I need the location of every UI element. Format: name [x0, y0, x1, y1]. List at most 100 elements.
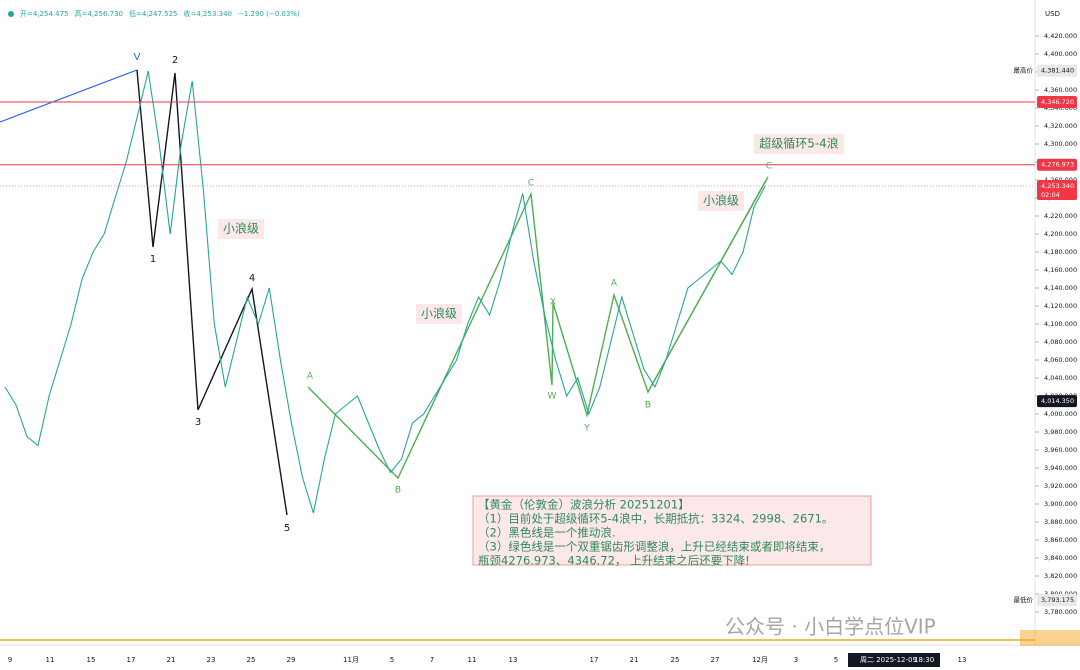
x-tick-label: 21	[167, 656, 176, 664]
y-tick-label: 4,000.000	[1044, 410, 1077, 418]
price-badge	[1037, 95, 1077, 108]
x-tick-label: 11月	[343, 656, 359, 664]
analysis-line: （2）黑色线是一个推动浪.	[478, 526, 615, 540]
cursor-date-bg	[848, 653, 940, 667]
y-tick-label: 4,420.000	[1044, 32, 1077, 40]
wave-label: Y	[583, 424, 590, 434]
y-tick-label: 3,960.000	[1044, 446, 1077, 454]
y-tick-label: 3,840.000	[1044, 554, 1077, 562]
y-tick-label: 4,340.000	[1044, 104, 1077, 112]
wave-label: 4	[249, 273, 255, 284]
y-tick-label: 3,780.000	[1044, 608, 1077, 616]
x-tick-label: 11	[468, 656, 477, 664]
price-badge-label: 4,346.720	[1041, 98, 1074, 106]
trend-line	[0, 69, 138, 123]
price-badge-label: 4,276.973	[1041, 161, 1074, 169]
y-tick-label: 3,820.000	[1044, 572, 1077, 580]
y-tick-label: 4,160.000	[1044, 266, 1077, 274]
x-tick-label: 25	[247, 656, 256, 664]
wave-label: X	[550, 298, 556, 308]
y-tick-label: 4,320.000	[1044, 122, 1077, 130]
y-tick-label: 4,220.000	[1044, 212, 1077, 220]
x-tick-label: 13	[958, 656, 967, 664]
x-tick-label: 7	[430, 656, 434, 664]
price-badge	[1037, 64, 1077, 77]
impulse-wave	[136, 69, 288, 516]
price-badge	[1037, 158, 1077, 171]
wave-label: 3	[195, 417, 201, 428]
y-tick-label: 3,860.000	[1044, 536, 1077, 544]
x-tick-label: 17	[590, 656, 599, 664]
analysis-line: （1）目前处于超级循环5-4浪中，长期抵抗：3324、2998、2671。	[478, 512, 833, 526]
y-tick-label: 3,980.000	[1044, 428, 1077, 436]
y-tick-label: 3,800.000	[1044, 590, 1077, 598]
currency: USD	[1045, 10, 1060, 18]
analysis-box	[472, 495, 872, 566]
price-badge-label: 3,793.175	[1041, 596, 1074, 604]
y-tick-label: 3,880.000	[1044, 518, 1077, 526]
y-tick-label: 4,360.000	[1044, 86, 1077, 94]
x-tick-label: 5	[834, 656, 838, 664]
x-tick-label: 11	[46, 656, 55, 664]
x-tick-label: 29	[287, 656, 296, 664]
wave-label: C	[528, 179, 534, 189]
x-tick-label: 3	[794, 656, 798, 664]
analysis-line: （3）绿色线是一个双重锯齿形调整浪，上升已经结束或者即将结束，	[478, 540, 830, 554]
price-badge-label: 4,014.350	[1041, 397, 1074, 405]
price-badge	[1037, 395, 1077, 408]
y-tick-label: 4,100.000	[1044, 320, 1077, 328]
ohlc-value: 低=4,247.525	[129, 9, 178, 18]
y-tick-label: 3,940.000	[1044, 464, 1077, 472]
correction-wave	[647, 179, 767, 393]
y-tick-label: 4,180.000	[1044, 248, 1077, 256]
x-tick-label: 9	[8, 656, 12, 664]
y-tick-label: 4,140.000	[1044, 284, 1077, 292]
y-tick-label: 4,080.000	[1044, 338, 1077, 346]
wave-label: 2	[172, 55, 178, 66]
x-tick-label: 12月	[752, 656, 768, 664]
cursor-time: 18:30	[914, 656, 934, 664]
wave-label: 1	[150, 254, 156, 265]
corner-badge	[1020, 630, 1080, 646]
y-tick-label: 3,920.000	[1044, 482, 1077, 490]
analysis-line: 【黄金（伦敦金）波浪分析 20251201】	[478, 498, 690, 512]
wave-label: 5	[284, 523, 290, 534]
small-degree-label: 小浪级	[703, 193, 739, 208]
watermark: 公众号 · 小白学点位VIP	[725, 615, 936, 639]
ohlc-value: 高=4,256.730	[75, 9, 124, 18]
y-tick-label: 4,040.000	[1044, 374, 1077, 382]
price-badge-sub: 02:04	[1041, 191, 1060, 199]
wave-label: A	[611, 279, 618, 289]
y-tick-label: 4,060.000	[1044, 356, 1077, 364]
cursor-date: 周二 2025-12-09	[860, 656, 917, 664]
x-tick-label: 17	[127, 656, 136, 664]
super-cycle-label: 超级循环5-4浪	[759, 136, 839, 151]
analysis-line: 瓶颈4276.973、4346.72， 上升结束之后还要下降!	[478, 554, 750, 568]
x-tick-label: 13	[509, 656, 518, 664]
ohlc-value: 收=4,253.340	[184, 9, 233, 18]
x-tick-label: 25	[671, 656, 680, 664]
label-box	[416, 304, 462, 324]
wave-label: B	[395, 486, 401, 496]
small-degree-label: 小浪级	[223, 221, 259, 236]
x-tick-label: 21	[630, 656, 639, 664]
price-badge-tag: 最低价	[1014, 595, 1034, 604]
y-tick-label: 4,300.000	[1044, 140, 1077, 148]
wave-label: W	[548, 392, 557, 402]
x-tick-label: 27	[711, 656, 720, 664]
y-tick-label: 4,120.000	[1044, 302, 1077, 310]
price-badge-label: 4,381.440	[1041, 67, 1074, 75]
label-box	[698, 191, 744, 211]
status-dot	[8, 11, 14, 17]
price-change: −1.290 (−0.03%)	[238, 10, 300, 18]
ohlc-value: 开=4,254.475	[20, 10, 69, 18]
label-box	[754, 134, 844, 154]
wave-label: B	[645, 401, 651, 411]
y-tick-label: 4,400.000	[1044, 50, 1077, 58]
price-badge-label: 4,253.340	[1041, 182, 1074, 190]
label-box	[218, 219, 264, 239]
price-badge	[1037, 594, 1077, 607]
price-line	[4, 70, 766, 514]
